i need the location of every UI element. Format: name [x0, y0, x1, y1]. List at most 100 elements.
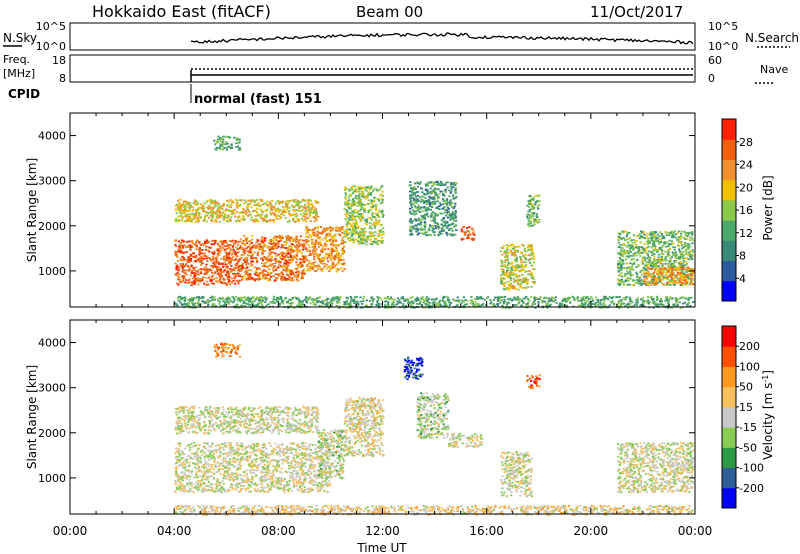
- noise-sky-trace: [190, 32, 694, 45]
- freq-left-tick-top: 18: [52, 54, 66, 67]
- power-colorbar-segment: [722, 240, 736, 262]
- date-label: 11/Oct/2017: [590, 3, 683, 21]
- velocity-colorbar-tick: 15: [739, 401, 753, 414]
- power-region-11: [643, 266, 695, 287]
- velocity-region-9: [526, 374, 541, 390]
- velocity-colorbar-segment: [722, 406, 736, 428]
- velocity-colorbar-tick: -15: [739, 421, 757, 434]
- velocity-colorbar-segment: [722, 487, 736, 509]
- velocity-region-3: [343, 396, 385, 458]
- power-colorbar-segment: [722, 159, 736, 181]
- velocity-region-10: [616, 441, 695, 494]
- x-tick-label: 04:00: [157, 524, 192, 538]
- noise-panel: N.Sky 10^5 10^0 10^5 10^0 N.Search: [3, 20, 799, 53]
- power-y-tick-label: 2000: [38, 220, 66, 233]
- power-colorbar-segment: [722, 179, 736, 201]
- noise-left-tick-bottom: 10^0: [36, 40, 66, 53]
- power-region-8: [526, 194, 541, 228]
- power-region-12: [174, 295, 695, 309]
- velocity-region-5: [447, 432, 484, 448]
- velocity-y-tick-label: 4000: [38, 337, 66, 350]
- velocity-colorbar-segment: [722, 326, 736, 347]
- velocity-region-2: [317, 429, 346, 480]
- power-region-10: [616, 230, 695, 287]
- freq-label: Freq.: [3, 53, 30, 66]
- velocity-region-6: [403, 356, 424, 381]
- power-region-5: [408, 180, 458, 237]
- cpid-label: CPID: [8, 87, 40, 101]
- velocity-colorbar-segment: [722, 386, 736, 408]
- x-tick-label: 00:00: [53, 524, 88, 538]
- velocity-colorbar-tick: 200: [739, 340, 760, 353]
- velocity-colorbar-tick: -100: [739, 462, 764, 475]
- noise-sky-label: N.Sky: [3, 31, 37, 45]
- power-region-3: [174, 198, 320, 223]
- power-colorbar-tick: 12: [739, 227, 753, 240]
- velocity-colorbar-segment: [722, 427, 736, 448]
- power-region-2: [304, 225, 346, 273]
- nave-right-tick-bottom: 0: [708, 72, 715, 85]
- beam-label: Beam 00: [356, 3, 423, 21]
- freq-panel: Freq. [MHz] 18 8 60 0 Nave: [3, 53, 788, 85]
- velocity-colorbar-label: Velocity [m s-1]: [761, 370, 776, 460]
- power-colorbar-segment: [722, 199, 736, 221]
- velocity-colorbar-segment: [722, 467, 736, 489]
- power-colorbar-tick: 8: [739, 250, 746, 263]
- power-colorbar: 4 8 12 16 20 24 28: [721, 118, 753, 302]
- power-y-tick-label: 3000: [38, 175, 66, 188]
- freq-unit-label: [MHz]: [3, 67, 35, 80]
- nave-label: Nave: [760, 63, 788, 76]
- power-region-0: [174, 239, 242, 287]
- velocity-panel: 1000 2000 3000 4000 Slant Range [km] 200 100…: [25, 319, 776, 516]
- power-colorbar-tick: 24: [739, 159, 753, 172]
- velocity-region-8: [500, 451, 534, 498]
- cpid-program: normal (fast) 151: [194, 92, 322, 107]
- power-colorbar-segment: [722, 139, 736, 160]
- power-colorbar-tick: 28: [739, 136, 753, 149]
- power-colorbar-segment: [722, 119, 736, 140]
- power-colorbar-tick: 4: [739, 272, 746, 285]
- velocity-region-1: [174, 405, 320, 435]
- power-y-tick-label: 1000: [38, 265, 66, 278]
- freq-left-tick-bottom: 8: [59, 72, 66, 85]
- power-region-4: [343, 185, 385, 246]
- velocity-region-0: [174, 441, 333, 494]
- velocity-colorbar-segment: [722, 447, 736, 469]
- velocity-colorbar-tick: 50: [739, 381, 753, 394]
- velocity-region-4: [416, 392, 450, 439]
- velocity-ylabel: Slant Range [km]: [25, 365, 39, 469]
- velocity-y-tick-label: 1000: [38, 472, 66, 485]
- power-colorbar-tick: 20: [739, 181, 753, 194]
- velocity-y-tick-label: 3000: [38, 382, 66, 395]
- power-y-tick-label: 4000: [38, 130, 66, 143]
- noise-right-tick-bottom: 10^0: [708, 40, 738, 53]
- x-axis-label: Time UT: [356, 541, 407, 554]
- nave-right-tick-top: 60: [708, 54, 722, 67]
- power-region-1: [239, 234, 307, 282]
- noise-right-tick-top: 10^5: [708, 20, 738, 33]
- x-tick-label: 16:00: [469, 524, 504, 538]
- velocity-colorbar-segment: [722, 366, 736, 388]
- station-title: Hokkaido East (fitACF): [92, 2, 271, 21]
- power-colorbar-tick: 16: [739, 204, 753, 217]
- power-colorbar-segment: [722, 280, 736, 302]
- velocity-colorbar-tick: -50: [739, 441, 757, 454]
- power-colorbar-label: Power [dB]: [761, 175, 775, 240]
- power-region-9: [213, 135, 242, 151]
- x-tick-label: 00:00: [678, 524, 713, 538]
- velocity-region-7: [213, 342, 242, 358]
- x-tick-label: 08:00: [261, 524, 296, 538]
- velocity-colorbar-tick: -200: [739, 482, 764, 495]
- x-tick-label: 12:00: [365, 524, 400, 538]
- power-ylabel: Slant Range [km]: [25, 158, 39, 262]
- noise-search-label: N.Search: [745, 31, 799, 45]
- power-region-6: [460, 226, 476, 241]
- x-tick-label: 20:00: [574, 524, 609, 538]
- power-colorbar-segment: [722, 220, 736, 241]
- power-colorbar-segment: [722, 260, 736, 282]
- velocity-colorbar-tick: 100: [739, 360, 760, 373]
- velocity-y-tick-label: 2000: [38, 427, 66, 440]
- power-region-7: [499, 243, 536, 291]
- velocity-colorbar-segment: [722, 346, 736, 367]
